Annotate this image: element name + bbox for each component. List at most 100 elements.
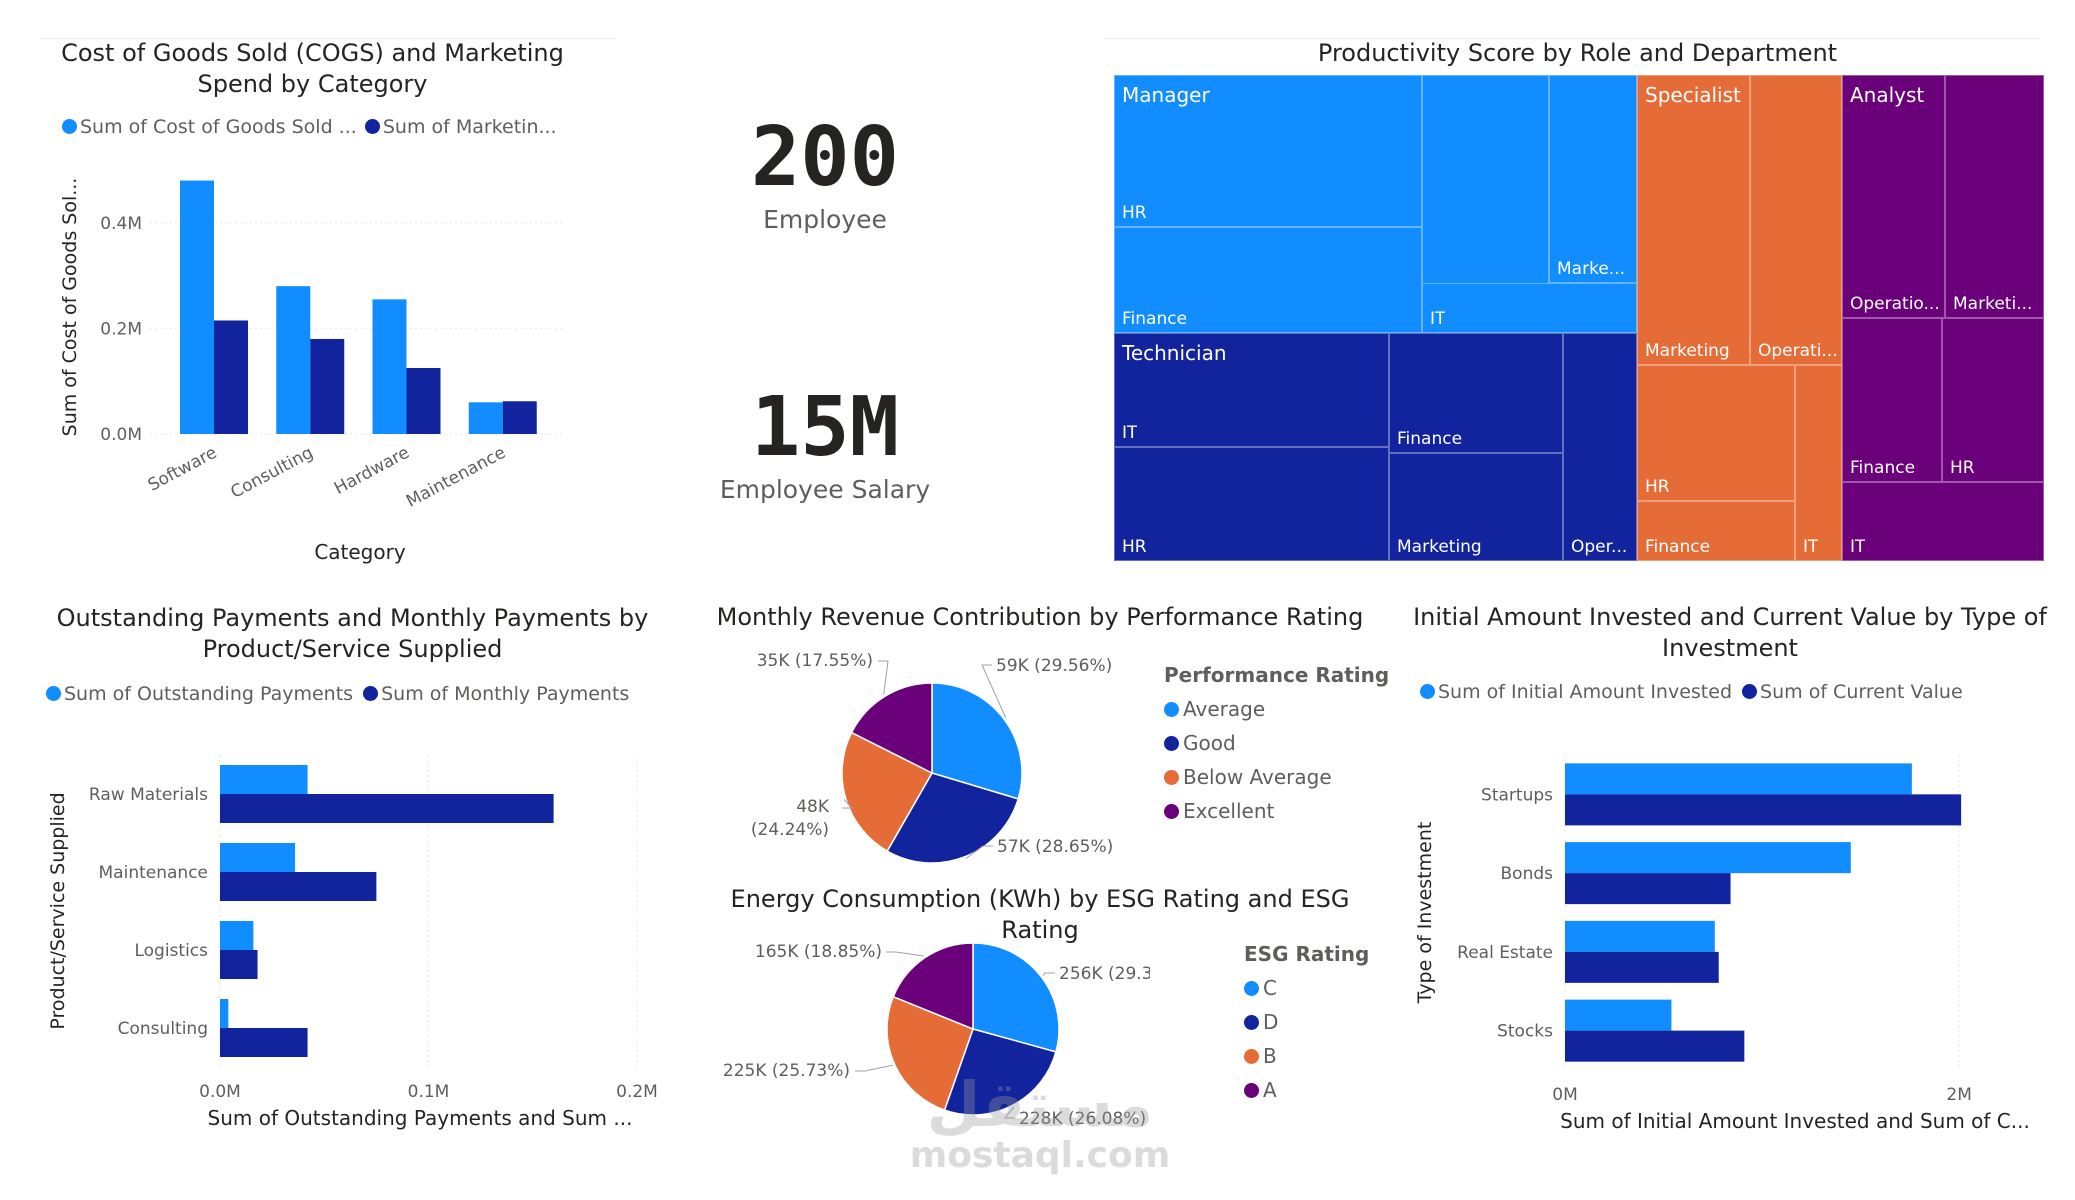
investment-ytick-label: Stocks [1497,1022,1553,1042]
pie-data-label: 256K (29.35%) [1059,964,1150,984]
payments-ytick-label: Maintenance [99,863,208,883]
payments-bar[interactable] [220,921,254,950]
payments-legend-item-2[interactable]: Sum of Monthly Payments [359,683,629,705]
pie-slice-b[interactable] [886,995,974,1112]
cogs-ytick-label: 0.4M [100,214,142,234]
payments-bar[interactable] [220,794,554,823]
treemap-cell[interactable]: HR [1942,318,2044,482]
treemap-cell[interactable]: Operati... [1750,75,1842,365]
treemap-department-label: Marketi... [1953,294,2033,314]
legend-label: Excellent [1183,799,1275,823]
investment-xtick-label: 2M [1946,1085,1971,1105]
payments-bar[interactable] [220,950,258,979]
treemap-cell[interactable]: Marketi... [1945,75,2044,318]
treemap-department-label: Oper... [1571,537,1628,557]
treemap-cell[interactable]: HR [1114,447,1389,561]
pie-slice-c[interactable] [972,942,1060,1053]
treemap-cell[interactable]: Finance [1389,333,1563,453]
employee-count-label: Employee [763,205,887,234]
investment-ytick-label: Bonds [1501,864,1554,884]
cogs-xtick-label: Hardware [331,443,413,499]
payments-bar[interactable] [220,765,308,794]
treemap-department-label: Finance [1122,309,1188,329]
treemap-department-label: Finance [1645,537,1711,557]
cogs-xtick-label: Consulting [227,443,316,503]
payments-xtick-label: 0.1M [408,1082,450,1102]
payments-bar[interactable] [220,843,296,872]
treemap-cell[interactable]: Operatio... [1842,75,1945,318]
payments-bar[interactable] [220,1028,308,1057]
investment-legend-item-1[interactable]: Sum of Initial Amount Invested [1420,681,1732,703]
pie-legend-item[interactable]: Below Average [1164,765,1389,789]
pie-legend-item[interactable]: Average [1164,697,1389,721]
pie-legend-item[interactable]: Good [1164,731,1389,755]
treemap-cell[interactable]: IT [1795,365,1842,561]
watermark: مستقل mostaql.com [890,1074,1190,1177]
cogs-bar[interactable] [276,286,311,434]
cogs-xtick-label: Maintenance [403,443,509,512]
pie-slice-a[interactable] [892,942,974,1031]
pie-slice-average[interactable] [931,682,1023,800]
treemap-department-label: Finance [1850,458,1916,478]
treemap-title: Productivity Score by Role and Departmen… [1317,39,1838,67]
pie-data-label: 228K (26.08%) [1019,1109,1146,1129]
pie-legend-item[interactable]: D [1244,1010,1369,1034]
cogs-chart-title: Cost of Goods Sold (COGS) and Marketing … [61,39,564,98]
pie-legend-item[interactable]: C [1244,976,1369,1000]
investment-legend-item-2[interactable]: Sum of Current Value [1738,681,1963,703]
treemap-cell[interactable]: Marke... [1549,75,1637,283]
treemap-cell[interactable]: Finance [1842,318,1942,482]
treemap-department-label: Marketing [1397,537,1482,557]
treemap-cell[interactable]: Finance [1114,227,1422,333]
treemap-department-label: IT [1122,423,1138,443]
pie-legend-item[interactable]: B [1244,1044,1369,1068]
treemap-cell[interactable]: HR [1114,75,1422,227]
investment-bar[interactable] [1565,1030,1745,1062]
cogs-legend-item-2[interactable]: Sum of Marketin... [363,116,557,138]
investment-bar[interactable] [1565,951,1719,983]
treemap-cell[interactable]: Oper... [1563,333,1637,561]
investment-bar[interactable] [1565,873,1731,905]
cogs-legend-item-1[interactable]: Sum of Cost of Goods Sold ... [62,116,357,138]
cogs-legend: Sum of Cost of Goods Sold ... Sum of Mar… [62,116,557,138]
cogs-bar[interactable] [502,401,537,434]
legend-dot [1244,981,1259,996]
payments-bar[interactable] [220,872,377,901]
payments-legend-item-1[interactable]: Sum of Outstanding Payments [46,683,353,705]
treemap-cell[interactable]: IT [1842,482,2044,561]
cogs-bar[interactable] [310,338,345,434]
treemap-cell[interactable]: IT [1422,283,1637,333]
pie-legend-item[interactable]: A [1244,1078,1369,1102]
cogs-bar[interactable] [214,320,248,434]
cogs-bar[interactable] [468,402,503,434]
investment-bar[interactable] [1565,794,1962,826]
treemap-department-label: Marke... [1557,259,1625,279]
legend-dot [1164,770,1179,785]
legend-dot [1244,1049,1259,1064]
revenue-pie-chart: 59K (29.56%) 57K (28.65%) 48K (24.24%) 35K (… [751,651,1113,864]
cogs-bar[interactable] [406,368,441,434]
cogs-bar[interactable] [372,299,407,434]
treemap-role-label: Technician [1122,341,1227,365]
cogs-xtick-label: Software [145,443,221,496]
treemap-cell[interactable]: Finance [1637,501,1795,561]
pie-slice-excellent[interactable] [850,682,933,775]
treemap-cell[interactable]: Marketing [1389,453,1563,561]
pie-legend-item[interactable]: Excellent [1164,799,1389,823]
treemap-cell[interactable]: IT [1114,333,1389,447]
cogs-bar[interactable] [180,180,214,434]
employee-card: 200 Employee [690,110,960,234]
investment-bar[interactable] [1565,842,1851,874]
energy-pie-chart: 256K (29.35%) 228K (26.08%) 225K (25.73%) 1… [723,942,1150,1129]
payments-bar[interactable] [220,999,229,1028]
treemap-cell[interactable]: Marketing [1637,75,1750,365]
treemap-cell[interactable]: HR [1637,365,1795,501]
legend-dot [1164,736,1179,751]
investment-bar[interactable] [1565,999,1672,1031]
investment-bar[interactable] [1565,920,1715,952]
treemap-department-label: HR [1950,458,1975,478]
cogs-ytick-label: 0.0M [100,425,142,445]
legend-label: Below Average [1183,765,1332,789]
investment-bar[interactable] [1565,763,1912,795]
pie-slice-d[interactable] [943,1028,1057,1116]
